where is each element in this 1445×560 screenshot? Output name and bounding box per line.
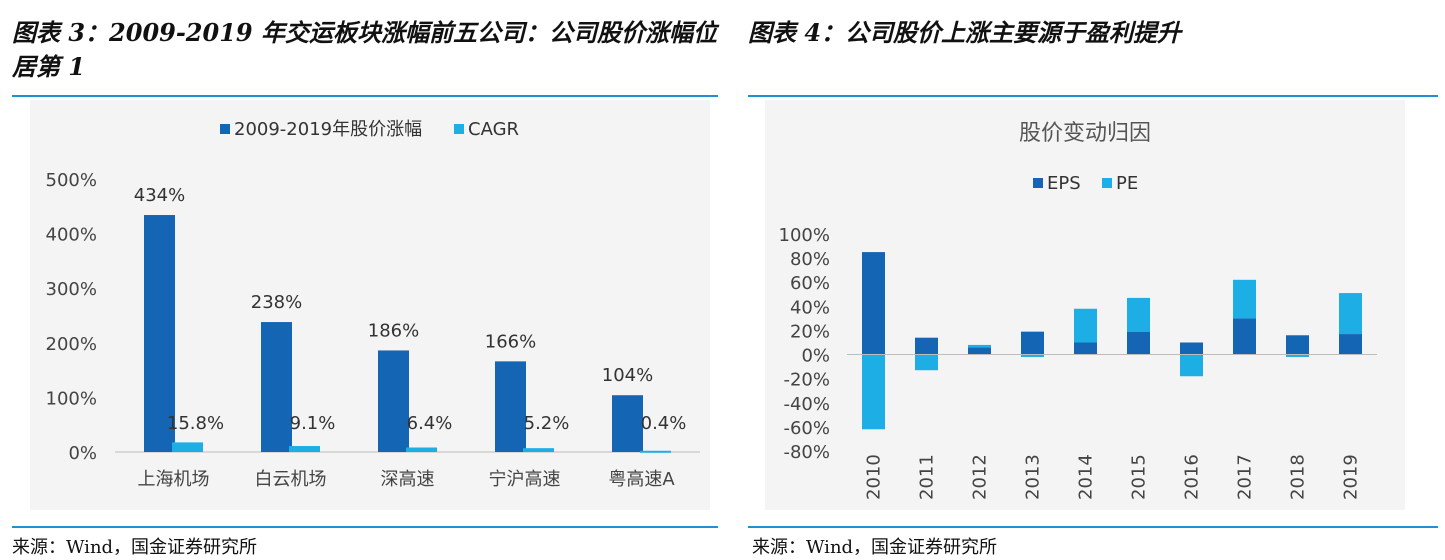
right-chart-panel: 股价变动归因 EPS PE -80% -60% -40% -20% 0% 20% 40% 60% 80…	[765, 100, 1405, 510]
y-tick-label: 20%	[790, 321, 830, 342]
bar-cagr	[640, 450, 671, 453]
y-tick-label: 0%	[68, 443, 97, 464]
x-tick-label: 2014	[1076, 454, 1097, 500]
x-tick-label: 白云机场	[255, 469, 327, 490]
bar-segment-pe	[915, 354, 938, 371]
data-label-price-change: 238%	[251, 292, 302, 313]
bar-segment-eps	[915, 337, 938, 355]
y-tick-label: 80%	[790, 249, 830, 270]
left-source-note: 来源：Wind，国金证券研究所	[12, 537, 258, 558]
legend-label-cagr: CAGR	[468, 119, 519, 140]
x-tick-label: 2012	[970, 454, 991, 500]
legend-swatch-price-change	[220, 124, 230, 134]
left-chart-panel: 0% 100% 200% 300% 400% 500% 434% 15.8% 上海机场 238% 9…	[30, 100, 710, 510]
bar-segment-eps	[1074, 342, 1097, 355]
y-tick-label: -20%	[783, 370, 830, 391]
left-bar-chart: 0% 100% 200% 300% 400% 500% 434% 15.8% 上海机场 238% 9…	[46, 119, 700, 490]
chart-title: 股价变动归因	[1019, 121, 1151, 146]
data-label-cagr: 5.2%	[524, 413, 570, 434]
bar-segment-pe	[1021, 354, 1044, 357]
bar-segment-pe	[1233, 279, 1256, 319]
right-figure-title: 图表 4：公司股价上涨主要源于盈利提升	[748, 18, 1182, 47]
y-tick-label: 500%	[46, 170, 97, 191]
bar-price-change	[378, 350, 409, 452]
y-tick-label: 200%	[46, 334, 97, 355]
left-bottom-rule	[12, 526, 718, 528]
left-figure-title: 图表 3：2009-2019 年交运板块涨幅前五公司：公司股价涨幅位居第 1	[12, 18, 717, 81]
x-tick-label: 2016	[1182, 454, 1203, 500]
x-tick-label: 宁沪高速	[489, 469, 561, 490]
bar-segment-pe	[1127, 297, 1150, 332]
data-label-cagr: 6.4%	[407, 413, 453, 434]
x-tick-label: 2011	[917, 454, 938, 500]
x-tick-label: 2010	[864, 454, 885, 500]
bar-segment-pe	[1180, 354, 1203, 377]
data-label-price-change: 104%	[602, 365, 653, 386]
y-tick-label: -40%	[783, 394, 830, 415]
bar-segment-eps	[1339, 334, 1362, 355]
bar-segment-eps	[968, 347, 991, 355]
bar-segment-pe	[1339, 293, 1362, 335]
legend-swatch-eps	[1033, 178, 1043, 188]
right-source-note: 来源：Wind，国金证券研究所	[752, 537, 998, 558]
legend-label-eps: EPS	[1047, 173, 1081, 194]
bar-price-change	[612, 395, 643, 452]
x-tick-label: 2013	[1023, 454, 1044, 500]
right-stacked-bar-chart: 股价变动归因 EPS PE -80% -60% -40% -20% 0% 20% 40% 60% 80…	[779, 121, 1377, 500]
x-tick-label: 深高速	[381, 469, 435, 490]
legend-swatch-cagr	[454, 124, 464, 134]
y-tick-label: 100%	[779, 225, 830, 246]
bar-segment-eps	[1127, 331, 1150, 355]
y-tick-label: 100%	[46, 388, 97, 409]
y-tick-label: 60%	[790, 273, 830, 294]
bar-segment-pe	[1286, 354, 1309, 357]
bar-price-change	[495, 361, 526, 452]
bar-segment-pe	[862, 354, 885, 430]
legend-label-pe: PE	[1116, 173, 1138, 194]
y-tick-label: 300%	[46, 279, 97, 300]
bar-cagr	[289, 446, 320, 452]
y-tick-label: 0%	[801, 346, 830, 367]
bar-segment-eps	[1286, 335, 1309, 355]
bar-segment-pe	[968, 344, 991, 348]
bar-segment-eps	[1021, 331, 1044, 355]
x-tick-label: 2015	[1129, 454, 1150, 500]
bar-cagr	[406, 447, 437, 452]
bar-segment-eps	[1180, 342, 1203, 355]
bar-cagr	[523, 448, 554, 452]
bar-segment-pe	[1074, 308, 1097, 343]
x-tick-label: 粤高速A	[608, 469, 675, 490]
y-tick-label: 400%	[46, 225, 97, 246]
y-tick-label: -60%	[783, 418, 830, 439]
data-label-price-change: 186%	[368, 320, 419, 341]
x-tick-label: 上海机场	[138, 469, 210, 490]
data-label-price-change: 434%	[134, 185, 185, 206]
legend-label-price-change: 2009-2019年股价涨幅	[234, 119, 422, 140]
right-top-rule	[748, 95, 1438, 97]
bar-price-change	[261, 322, 292, 452]
y-tick-label: -80%	[783, 442, 830, 463]
legend-swatch-pe	[1102, 178, 1112, 188]
data-label-price-change: 166%	[485, 331, 536, 352]
bar-cagr	[172, 442, 203, 452]
data-label-cagr: 0.4%	[641, 413, 687, 434]
left-top-rule	[12, 95, 718, 97]
right-bottom-rule	[748, 526, 1438, 528]
y-tick-label: 40%	[790, 297, 830, 318]
bar-price-change	[144, 215, 175, 452]
x-tick-label: 2019	[1341, 454, 1362, 500]
bar-segment-eps	[862, 252, 885, 355]
bar-segment-eps	[1233, 318, 1256, 355]
data-label-cagr: 9.1%	[290, 413, 336, 434]
x-tick-label: 2018	[1288, 454, 1309, 500]
x-tick-label: 2017	[1235, 454, 1256, 500]
data-label-cagr: 15.8%	[167, 413, 224, 434]
